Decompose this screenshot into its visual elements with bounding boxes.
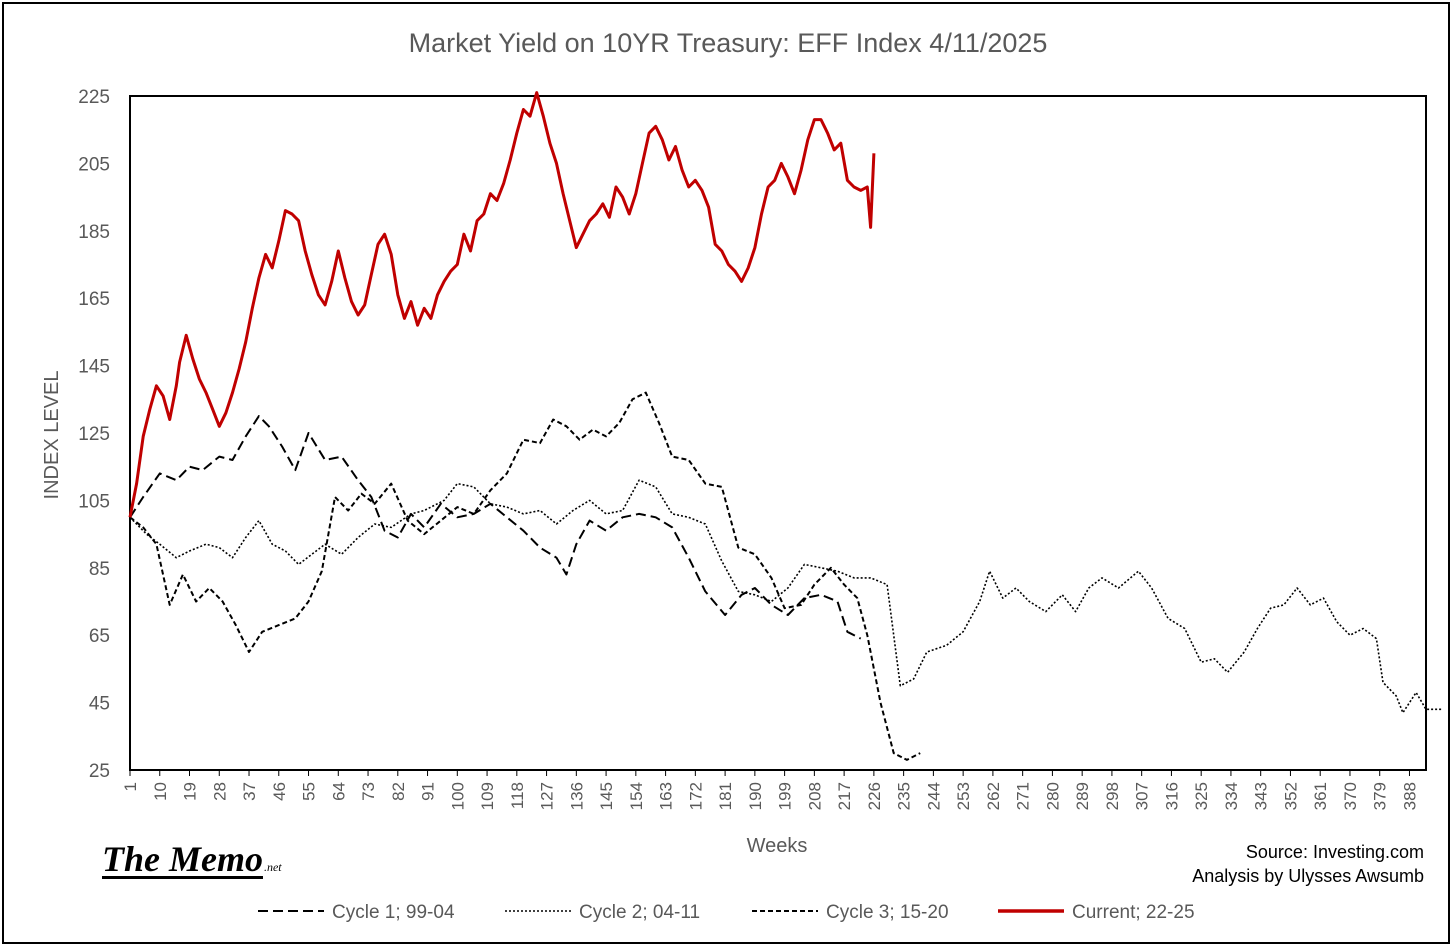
x-tick-label: 37 bbox=[240, 782, 259, 801]
y-tick-label: 85 bbox=[89, 559, 110, 580]
x-tick-label: 343 bbox=[1252, 782, 1271, 810]
x-tick-label: 118 bbox=[508, 782, 527, 809]
x-tick-label: 10 bbox=[151, 782, 170, 801]
x-axis-label: Weeks bbox=[747, 835, 808, 857]
x-tick-label: 82 bbox=[389, 782, 408, 801]
x-tick-label: 46 bbox=[270, 782, 289, 801]
x-tick-label: 307 bbox=[1133, 782, 1152, 810]
legend-label-3: Cycle 3; 15-20 bbox=[826, 902, 949, 923]
y-axis-ticks: 25 45 65 85 105 125 145 165 185 205 225 bbox=[78, 87, 110, 782]
x-tick-label: 145 bbox=[597, 782, 616, 810]
x-tick-label: 172 bbox=[686, 782, 705, 810]
x-tick-label: 352 bbox=[1281, 782, 1300, 810]
x-tick-label: 235 bbox=[895, 782, 914, 810]
x-tick-label: 163 bbox=[657, 782, 676, 810]
y-tick-label: 225 bbox=[78, 87, 110, 108]
x-tick-label: 271 bbox=[1014, 782, 1033, 810]
y-tick-label: 65 bbox=[89, 626, 110, 647]
x-tick-label: 100 bbox=[448, 782, 467, 810]
y-tick-label: 125 bbox=[78, 424, 110, 445]
series-line-2 bbox=[129, 479, 1443, 714]
legend-label-1: Cycle 1; 99-04 bbox=[332, 902, 455, 923]
series-line-4 bbox=[128, 91, 876, 518]
y-tick-label: 205 bbox=[78, 154, 110, 175]
logo-suffix-text: .net bbox=[263, 860, 282, 874]
y-tick-label: 45 bbox=[89, 694, 110, 715]
x-tick-label: 325 bbox=[1192, 782, 1211, 810]
legend-label-2: Cycle 2; 04-11 bbox=[579, 902, 700, 923]
x-tick-label: 55 bbox=[300, 782, 319, 801]
x-tick-label: 316 bbox=[1162, 782, 1181, 810]
x-tick-label: 109 bbox=[478, 782, 497, 810]
logo-main-text: The Memo bbox=[102, 839, 263, 879]
y-tick-label: 185 bbox=[78, 222, 110, 243]
x-tick-label: 154 bbox=[627, 782, 646, 810]
source-note: Source: Investing.com Analysis by Ulysse… bbox=[1192, 840, 1424, 888]
legend-label-4: Current; 22-25 bbox=[1072, 902, 1195, 923]
x-tick-label: 136 bbox=[567, 782, 586, 810]
y-tick-label: 165 bbox=[78, 289, 110, 310]
x-tick-label: 19 bbox=[181, 782, 200, 801]
x-tick-label: 280 bbox=[1043, 782, 1062, 810]
x-tick-label: 208 bbox=[805, 782, 824, 810]
x-tick-label: 244 bbox=[924, 782, 943, 810]
y-tick-label: 25 bbox=[89, 761, 110, 782]
x-tick-label: 190 bbox=[746, 782, 765, 810]
source-line: Source: Investing.com bbox=[1245, 842, 1424, 862]
x-tick-label: 181 bbox=[716, 782, 735, 810]
x-tick-label: 388 bbox=[1400, 782, 1419, 810]
x-tick-label: 28 bbox=[210, 782, 229, 801]
x-tick-label: 1 bbox=[121, 782, 140, 791]
x-tick-label: 379 bbox=[1371, 782, 1390, 810]
x-tick-label: 127 bbox=[538, 782, 557, 810]
y-tick-label: 105 bbox=[78, 491, 110, 512]
x-tick-label: 73 bbox=[359, 782, 378, 801]
x-axis-ticks: 1 10 19 28 37 46 55 64 73 82 91 100 109 118 127 136 145 1… bbox=[121, 770, 1419, 810]
x-tick-label: 64 bbox=[329, 782, 348, 801]
x-tick-label: 226 bbox=[865, 782, 884, 810]
the-memo-logo: The Memo.net bbox=[102, 838, 282, 880]
chart-title: Market Yield on 10YR Treasury: EFF Index… bbox=[409, 28, 1048, 58]
x-tick-label: 370 bbox=[1341, 782, 1360, 810]
y-axis-label: INDEX LEVEL bbox=[41, 371, 63, 500]
x-tick-label: 217 bbox=[835, 782, 854, 810]
analysis-credit-line: Analysis by Ulysses Awsumb bbox=[1192, 866, 1424, 886]
plot-area-border bbox=[129, 95, 1427, 771]
series-lines bbox=[128, 91, 1443, 761]
x-tick-label: 91 bbox=[419, 782, 438, 801]
x-tick-label: 253 bbox=[954, 782, 973, 810]
y-tick-label: 145 bbox=[78, 357, 110, 378]
series-line-1 bbox=[129, 415, 862, 640]
x-tick-label: 361 bbox=[1311, 782, 1330, 810]
series-line-3 bbox=[129, 391, 921, 761]
x-tick-label: 298 bbox=[1103, 782, 1122, 810]
x-tick-label: 334 bbox=[1222, 782, 1241, 810]
x-tick-label: 199 bbox=[776, 782, 795, 810]
x-tick-label: 289 bbox=[1073, 782, 1092, 810]
legend: Cycle 1; 99-04 Cycle 2; 04-11 Cycle 3; 15-… bbox=[258, 902, 1195, 923]
x-tick-label: 262 bbox=[984, 782, 1003, 810]
